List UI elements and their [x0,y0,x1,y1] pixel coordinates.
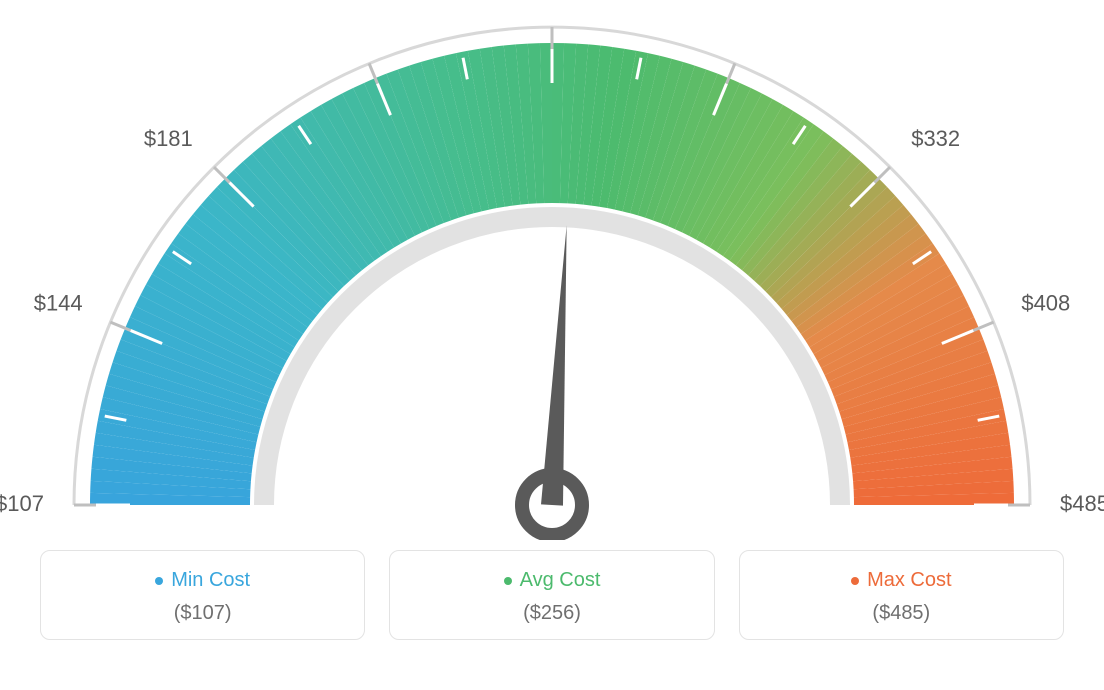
legend-title-avg: Avg Cost [504,569,601,592]
legend-card-max: Max Cost ($485) [739,550,1064,640]
legend-title-max: Max Cost [851,569,951,592]
gauge-tick-label: $332 [911,126,960,151]
gauge-tick-label: $485 [1060,491,1104,516]
legend-row: Min Cost ($107) Avg Cost ($256) Max Cost… [0,550,1104,640]
gauge-tick-label: $181 [144,126,193,151]
legend-value-max: ($485) [750,602,1053,625]
gauge-tick-label: $408 [1021,291,1070,316]
legend-value-min: ($107) [51,602,354,625]
legend-label-max: Max Cost [867,569,951,592]
legend-label-min: Min Cost [171,569,250,592]
legend-card-avg: Avg Cost ($256) [389,550,714,640]
gauge-needle [541,225,567,505]
gauge-tick-label: $107 [0,491,44,516]
cost-gauge-chart: $107$144$181$256$332$408$485 [0,0,1104,540]
gauge-svg: $107$144$181$256$332$408$485 [0,0,1104,540]
gauge-tick-label: $144 [34,291,83,316]
legend-label-avg: Avg Cost [520,569,601,592]
legend-title-min: Min Cost [155,569,250,592]
legend-dot-min [155,577,163,585]
legend-card-min: Min Cost ($107) [40,550,365,640]
legend-dot-max [851,577,859,585]
legend-value-avg: ($256) [400,602,703,625]
legend-dot-avg [504,577,512,585]
